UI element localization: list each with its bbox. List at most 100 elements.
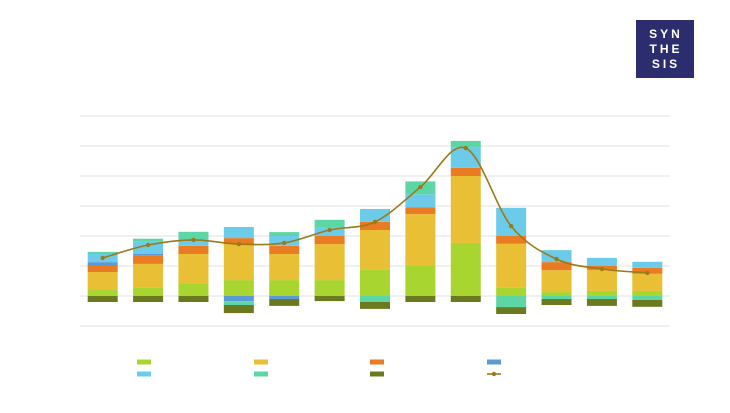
bar-segment — [133, 253, 164, 256]
bar-segment — [87, 266, 118, 272]
bar-segment — [496, 307, 527, 314]
bar-segment — [450, 147, 481, 168]
bar-segment — [223, 238, 254, 245]
bar-segment — [314, 280, 345, 296]
bar-segment — [223, 301, 254, 305]
bar-segment — [586, 269, 617, 291]
bar-segment — [223, 244, 254, 281]
bar-segment — [87, 296, 118, 302]
line-point — [599, 266, 605, 272]
bar-segment — [360, 302, 390, 309]
bar-segment — [314, 236, 345, 245]
bar-segment — [405, 265, 436, 296]
bar-segment — [314, 296, 345, 302]
bar-segment — [178, 231, 209, 240]
bar-segment — [133, 241, 164, 254]
bar-segment — [496, 296, 527, 308]
bar-segment — [133, 255, 164, 264]
bar-segment — [541, 292, 572, 296]
bar-segment — [405, 194, 436, 208]
bar-segment — [405, 207, 436, 215]
line-point — [282, 240, 287, 246]
bar-segment — [223, 296, 254, 302]
logo: SYN THE SIS — [636, 20, 694, 78]
line-point — [372, 219, 378, 225]
line-point — [327, 227, 332, 233]
bar-segment — [133, 263, 164, 288]
bar-segment — [269, 280, 300, 296]
line-point — [236, 241, 242, 247]
bar-segment — [133, 296, 164, 302]
bar-segment — [178, 296, 209, 302]
bar-segment — [632, 290, 663, 296]
bar-segment — [178, 284, 209, 296]
bar-segment — [541, 299, 572, 305]
bar-segment — [632, 299, 663, 307]
bar-segment — [450, 140, 481, 148]
bar-segment — [360, 296, 390, 302]
bar-segment — [586, 296, 617, 299]
bar-segment — [405, 296, 436, 302]
bar-segment — [450, 242, 481, 296]
bar-segment — [496, 235, 527, 244]
line-point — [418, 184, 423, 190]
legend-swatch — [491, 371, 497, 377]
bar-segment — [586, 299, 617, 306]
bar-segment — [360, 209, 390, 222]
line-point — [191, 237, 196, 243]
bar-segment — [269, 254, 300, 281]
legend-swatch — [137, 371, 151, 377]
bar-segment — [178, 245, 209, 254]
bar-segment — [541, 270, 572, 293]
bar-segment — [496, 243, 527, 288]
bar-segment — [269, 245, 300, 254]
bar-segment — [405, 214, 436, 266]
line-point — [100, 255, 105, 261]
legend-swatch — [137, 359, 151, 365]
bar-segment — [360, 269, 390, 296]
bar-segment — [314, 244, 345, 281]
bar-segment — [87, 251, 118, 254]
line-point — [508, 223, 514, 229]
bar-segment — [632, 261, 663, 268]
line-point — [645, 270, 650, 276]
bar-segment — [178, 239, 209, 246]
bar-segment — [87, 272, 118, 290]
bar-segment — [450, 296, 481, 302]
bar-segment — [87, 262, 118, 266]
bar-segment — [360, 230, 390, 270]
bar-segment — [586, 257, 617, 266]
bar-segment — [223, 280, 254, 296]
legend-swatch — [370, 359, 384, 365]
bar-segment — [133, 238, 164, 242]
logo-text: SIS — [652, 57, 680, 71]
line-point — [463, 145, 468, 151]
bar-segment — [450, 176, 481, 243]
logo-text: THE — [650, 42, 683, 56]
bar-segment — [632, 296, 663, 300]
legend-swatch — [254, 371, 268, 377]
bar-segment — [450, 167, 481, 176]
legend-swatch — [254, 359, 268, 365]
bar-segment — [87, 290, 118, 296]
bar-segment — [223, 227, 254, 239]
bar-segment — [133, 287, 164, 296]
bar-segment — [632, 273, 663, 291]
logo-text: SYN — [649, 27, 683, 41]
bar-segment — [586, 290, 617, 296]
bar-segment — [223, 305, 254, 314]
bar-segment — [496, 207, 527, 236]
bar-segment — [541, 250, 572, 263]
bar-segment — [541, 262, 572, 271]
bar-segment — [360, 221, 390, 230]
legend-swatch — [487, 359, 501, 365]
bar-segment — [178, 254, 209, 284]
logo-box — [636, 20, 694, 78]
bar-segment — [314, 219, 345, 228]
bar-segment — [496, 287, 527, 296]
line-point — [554, 256, 559, 262]
bar-segment — [269, 232, 300, 236]
bar-segment — [541, 296, 572, 299]
bar-segment — [269, 299, 300, 306]
